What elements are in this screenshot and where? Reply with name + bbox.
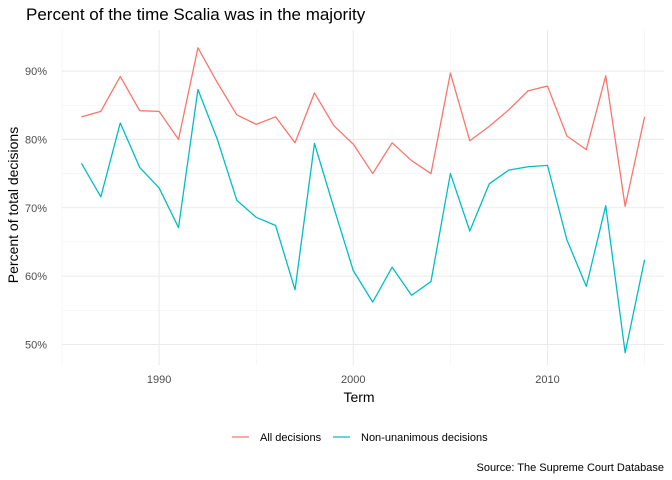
legend-label-all-decisions: All decisions — [260, 432, 322, 444]
caption: Source: The Supreme Court Database — [476, 462, 664, 474]
y-tick-label: 50% — [25, 339, 47, 351]
y-tick-label: 60% — [25, 271, 47, 283]
x-tick-label: 2010 — [535, 374, 559, 386]
x-axis-title: Term — [343, 389, 374, 405]
x-tick-label: 1990 — [147, 374, 171, 386]
y-tick-label: 80% — [25, 134, 47, 146]
y-tick-label: 90% — [25, 66, 47, 78]
y-tick-label: 70% — [25, 203, 47, 215]
legend: All decisions Non-unanimous decisions — [232, 432, 488, 444]
chart-title: Percent of the time Scalia was in the ma… — [26, 5, 366, 24]
series-line-all-decisions — [81, 47, 646, 208]
series-line-non-unanimous-decisions — [80, 88, 646, 354]
y-axis-title: Percent of total decisions — [5, 127, 21, 283]
series-lines — [80, 47, 646, 354]
x-tick-label: 2000 — [341, 374, 365, 386]
legend-label-non-unanimous-decisions: Non-unanimous decisions — [361, 432, 488, 444]
tick-labels: 1990 2000 2010 50% 60% 70% 80% 90% — [25, 66, 560, 386]
